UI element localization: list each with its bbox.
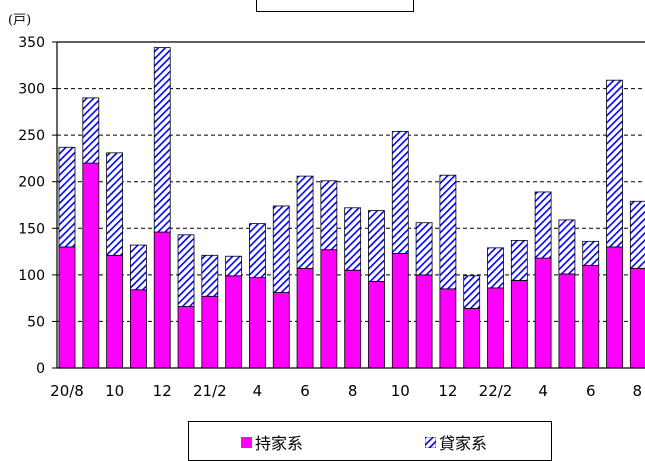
bar-rental-17 [463, 275, 481, 309]
bar-owned-9 [272, 292, 290, 369]
bar-rental-3 [130, 244, 147, 291]
bar-owned-20 [534, 257, 552, 369]
bar-owned-14 [391, 253, 409, 369]
axes [52, 41, 645, 369]
bar-rental-20 [534, 191, 552, 259]
bar-rental-8 [249, 223, 266, 279]
bar-owned-22 [582, 265, 600, 369]
x-tick-label-16: 12 [438, 382, 457, 400]
x-tick-label-6: 21/2 [193, 382, 227, 400]
bars [58, 47, 645, 369]
y-tick-label-300: 300 [18, 82, 45, 98]
bar-rental-15 [415, 222, 433, 276]
x-tick-label-18: 22/2 [479, 382, 513, 400]
x-tick-label-24: 8 [632, 382, 642, 400]
bar-rental-11 [320, 180, 338, 251]
bar-owned-15 [415, 274, 433, 369]
bar-owned-1 [82, 162, 100, 369]
bar-rental-6 [201, 254, 219, 297]
x-tick-label-2: 10 [105, 382, 124, 400]
bar-rental-22 [582, 240, 600, 266]
y-tick-label-50: 50 [27, 314, 45, 330]
x-tick-label-8: 4 [253, 382, 263, 400]
y-tick-label-200: 200 [18, 175, 45, 191]
chart-title-box [256, 0, 414, 12]
bar-rental-12 [344, 207, 362, 271]
bar-owned-4 [153, 231, 171, 369]
bar-owned-3 [130, 289, 147, 369]
bar-rental-18 [487, 247, 504, 289]
bar-owned-19 [510, 280, 528, 369]
bar-owned-7 [225, 275, 243, 369]
bar-owned-17 [463, 307, 481, 369]
bar-owned-0 [58, 246, 76, 369]
x-tick-label-0: 20/8 [50, 382, 84, 400]
legend: 持家系 貸家系 [188, 421, 552, 461]
bar-owned-8 [249, 277, 266, 369]
y-tick-label-350: 350 [18, 35, 45, 51]
bar-owned-6 [201, 295, 219, 369]
bar-owned-23 [606, 246, 623, 369]
x-tick-label-14: 10 [391, 382, 410, 400]
bar-rental-10 [296, 175, 314, 269]
bar-owned-10 [296, 267, 314, 369]
bar-owned-24 [629, 267, 645, 369]
legend-item-rental: 貸家系 [425, 430, 487, 454]
bar-owned-16 [439, 288, 457, 369]
x-tick-label-20: 4 [538, 382, 548, 400]
bar-rental-19 [510, 239, 528, 281]
bar-rental-24 [629, 200, 645, 269]
x-tick-label-12: 8 [348, 382, 358, 400]
y-tick-label-150: 150 [18, 221, 45, 237]
bar-rental-16 [439, 174, 457, 290]
legend-item-owned: 持家系 [241, 430, 303, 454]
bar-owned-12 [344, 269, 362, 369]
legend-swatch-rental [425, 436, 436, 448]
bar-rental-0 [58, 146, 76, 248]
legend-label-rental: 貸家系 [439, 434, 488, 453]
y-tick-label-0: 0 [36, 361, 45, 377]
bar-owned-2 [106, 254, 124, 369]
bar-rental-14 [391, 131, 409, 254]
x-tick-label-10: 6 [300, 382, 310, 400]
bar-owned-21 [558, 273, 576, 369]
bar-rental-13 [368, 210, 385, 282]
bar-rental-2 [106, 152, 124, 256]
bar-rental-23 [606, 79, 623, 248]
x-tick-label-4: 12 [153, 382, 172, 400]
y-axis-unit-label: (戸) [8, 13, 32, 28]
bar-rental-21 [558, 219, 576, 275]
bar-rental-4 [153, 47, 171, 233]
bar-owned-11 [320, 249, 338, 369]
bar-rental-7 [225, 255, 243, 277]
bar-rental-5 [177, 234, 195, 307]
legend-swatch-owned [241, 436, 252, 448]
y-tick-labels: 0 50 100 150 200 250 300 350 [18, 35, 45, 377]
x-tick-labels: 20/8 10 12 21/2 4 6 8 10 12 22/2 4 6 8 [50, 382, 642, 400]
bar-rental-1 [82, 97, 100, 164]
legend-label-owned: 持家系 [255, 434, 304, 453]
bar-rental-9 [272, 205, 290, 293]
bar-owned-18 [487, 287, 504, 369]
y-tick-label-100: 100 [18, 268, 45, 284]
x-tick-label-22: 6 [586, 382, 596, 400]
y-tick-label-250: 250 [18, 128, 45, 144]
bar-owned-13 [368, 280, 385, 369]
bar-owned-5 [177, 306, 195, 369]
